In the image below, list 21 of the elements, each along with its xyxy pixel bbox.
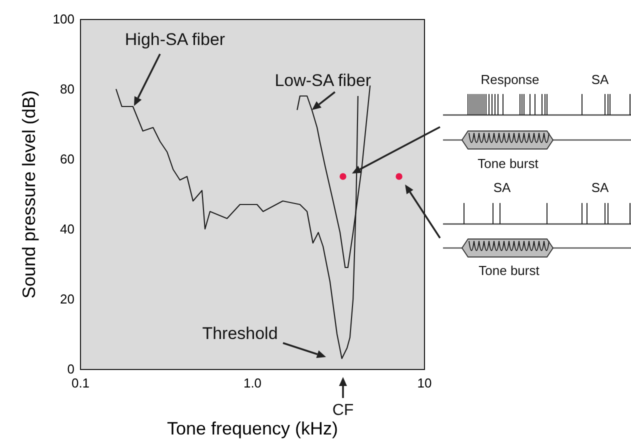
text: SA: [591, 180, 609, 195]
text: Tone burst: [478, 156, 539, 171]
y-axis-title: Sound pressure level (dB): [18, 90, 39, 299]
text: SA: [493, 180, 511, 195]
annotation: Threshold: [202, 324, 278, 343]
annotation: Low-SA fiber: [274, 71, 372, 90]
text: SA: [591, 72, 609, 87]
y-tick-label: 60: [60, 152, 74, 166]
text: Tone burst: [478, 263, 540, 278]
annotation: High-SA fiber: [124, 30, 226, 49]
x-tick-label: 0.1: [71, 376, 90, 390]
x-tick-label: 10: [417, 376, 432, 390]
text: Response: [480, 72, 540, 87]
y-tick-label: 40: [60, 222, 74, 236]
x-tick-label: 1.0: [243, 376, 262, 390]
x-axis-title: Tone frequency (kHz): [166, 418, 338, 438]
y-tick-label: 80: [60, 82, 74, 96]
text: CF: [332, 402, 354, 419]
y-tick-label: 20: [60, 292, 74, 306]
y-tick-label: 0: [67, 362, 74, 376]
y-tick-label: 100: [52, 12, 74, 26]
